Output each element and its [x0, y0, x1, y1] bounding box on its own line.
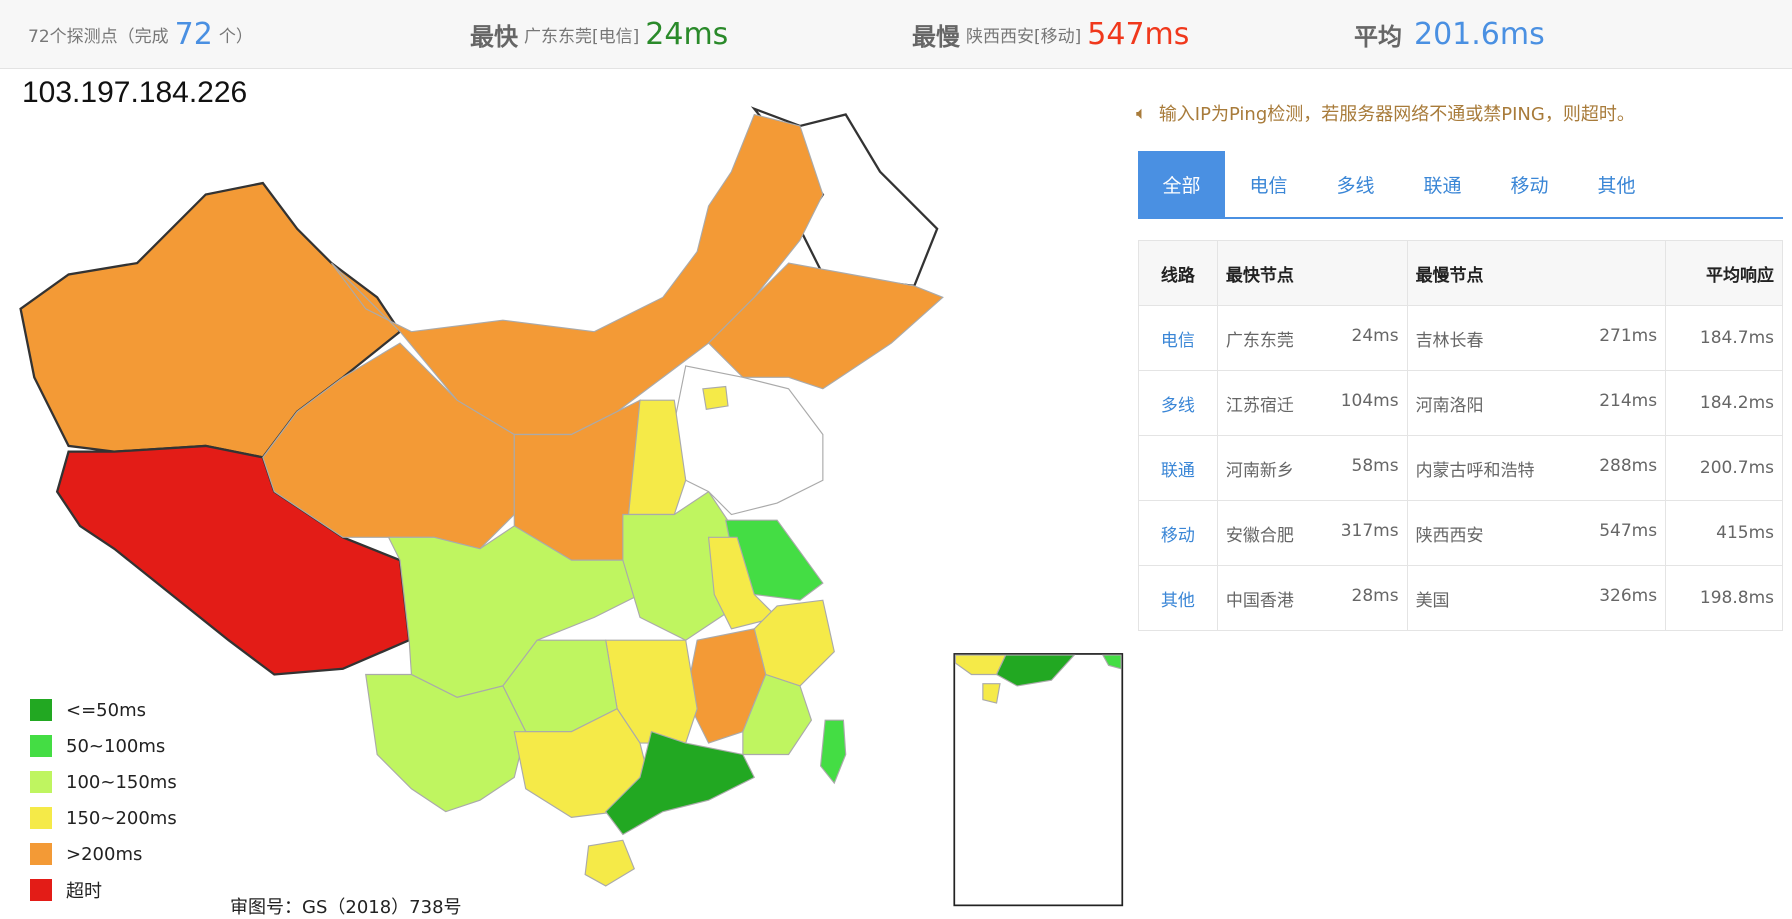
tab-all[interactable]: 全部 — [1138, 151, 1225, 217]
line-link[interactable]: 联通 — [1138, 435, 1218, 501]
legend-label: >200ms — [66, 843, 143, 865]
legend-label: 超时 — [66, 881, 102, 902]
average-cell: 200.7ms — [1665, 435, 1783, 501]
average-cell: 198.8ms — [1665, 565, 1783, 631]
slowest-ms: 214ms — [1599, 390, 1658, 411]
fastest-ms: 24ms — [1351, 325, 1399, 346]
fastest-node: 广东东莞 — [1225, 330, 1294, 351]
region-yunnan[interactable] — [365, 673, 527, 813]
legend-item: <=50ms — [30, 692, 177, 728]
fastest-node: 河南新乡 — [1225, 460, 1294, 481]
slowest-node: 美国 — [1415, 590, 1450, 611]
fastest-node: 安徽合肥 — [1225, 525, 1294, 546]
legend-swatch — [30, 879, 52, 901]
slowest-cell: 吉林长春 271ms — [1406, 305, 1667, 371]
fastest-ms: 104ms — [1340, 390, 1399, 411]
slowest-cell: 内蒙古呼和浩特 288ms — [1406, 435, 1667, 501]
slowest-stat: 最慢 陕西西安[移动] 547ms — [912, 16, 1190, 52]
tab-other[interactable]: 其他 — [1597, 174, 1636, 197]
region-jilin-liaoning[interactable] — [707, 262, 944, 390]
fastest-ms: 28ms — [1351, 585, 1399, 606]
average-cell: 184.7ms — [1665, 305, 1783, 371]
summary-bar: 72个探测点（完成 72 个） 最快 广东东莞[电信] 24ms 最慢 陕西西安… — [0, 0, 1792, 69]
map-approval-number: 审图号：GS（2018）738号 — [230, 897, 462, 918]
tab-multiline[interactable]: 多线 — [1336, 174, 1375, 197]
legend-label: <=50ms — [66, 699, 146, 721]
fastest-cell: 广东东莞 24ms — [1216, 305, 1408, 371]
fastest-ms: 317ms — [1340, 520, 1399, 541]
legend-item: 100~150ms — [30, 764, 177, 800]
probe-count: 72个探测点（完成 72 个） — [28, 16, 253, 52]
target-ip: 103.197.184.226 — [22, 76, 248, 109]
legend-item: 150~200ms — [30, 800, 177, 836]
legend-swatch — [30, 735, 52, 757]
legend-label: 150~200ms — [66, 807, 177, 829]
fastest-cell: 江苏宿迁 104ms — [1216, 370, 1408, 436]
region-hebei-shandong[interactable] — [673, 365, 824, 516]
average-cell: 184.2ms — [1665, 370, 1783, 436]
slowest-cell: 陕西西安 547ms — [1406, 500, 1667, 566]
region-guangdong[interactable] — [604, 730, 756, 836]
slowest-node: 内蒙古呼和浩特 — [1415, 460, 1535, 481]
tab-unicom[interactable]: 联通 — [1423, 174, 1462, 197]
region-tibet[interactable] — [55, 444, 411, 676]
region-fujian[interactable] — [742, 673, 813, 756]
south-china-sea-inset — [953, 653, 1124, 907]
line-link[interactable]: 电信 — [1138, 305, 1218, 371]
table-row: 移动 安徽合肥 317ms 陕西西安 547ms 415ms — [1138, 500, 1783, 566]
map-legend: <=50ms 50~100ms 100~150ms 150~200ms >200ms 超时 — [30, 692, 177, 908]
legend-swatch — [30, 843, 52, 865]
legend-item: >200ms — [30, 836, 177, 872]
fastest-ms: 58ms — [1351, 455, 1399, 476]
region-hainan[interactable] — [584, 839, 635, 887]
legend-item: 超时 — [30, 872, 177, 908]
slowest-ms: 547ms — [1599, 520, 1658, 541]
legend-swatch — [30, 771, 52, 793]
legend-label: 100~150ms — [66, 771, 177, 793]
region-sichuan[interactable] — [387, 525, 641, 698]
table-header: 线路 最快节点 最慢节点 平均响应 — [1138, 240, 1783, 306]
table-row: 其他 中国香港 28ms 美国 326ms 198.8ms — [1138, 565, 1783, 631]
fastest-cell: 安徽合肥 317ms — [1216, 500, 1408, 566]
slowest-ms: 271ms — [1599, 325, 1658, 346]
average-cell: 415ms — [1665, 500, 1783, 566]
slowest-ms: 288ms — [1599, 455, 1658, 476]
line-link[interactable]: 其他 — [1138, 565, 1218, 631]
line-link[interactable]: 多线 — [1138, 370, 1218, 436]
speaker-icon: 🔈︎ — [1136, 102, 1147, 124]
fastest-node: 江苏宿迁 — [1225, 395, 1294, 416]
region-taiwan[interactable] — [819, 719, 847, 785]
fastest-node: 中国香港 — [1225, 590, 1294, 611]
fastest-cell: 河南新乡 58ms — [1216, 435, 1408, 501]
region-beijing[interactable] — [702, 385, 729, 411]
line-link[interactable]: 移动 — [1138, 500, 1218, 566]
tab-mobile[interactable]: 移动 — [1510, 174, 1549, 197]
legend-label: 50~100ms — [66, 735, 166, 757]
fastest-cell: 中国香港 28ms — [1216, 565, 1408, 631]
slowest-node: 吉林长春 — [1415, 330, 1484, 351]
legend-swatch — [30, 807, 52, 829]
average-stat: 平均 201.6ms — [1354, 16, 1545, 52]
legend-item: 50~100ms — [30, 728, 177, 764]
results-table: 线路 最快节点 最慢节点 平均响应 电信 广东东莞 24ms 吉林长春 271ms … — [1138, 240, 1783, 631]
table-row: 电信 广东东莞 24ms 吉林长春 271ms 184.7ms — [1138, 305, 1783, 371]
slowest-ms: 326ms — [1599, 585, 1658, 606]
slowest-node: 河南洛阳 — [1415, 395, 1484, 416]
tab-telecom[interactable]: 电信 — [1249, 174, 1288, 197]
slowest-cell: 河南洛阳 214ms — [1406, 370, 1667, 436]
table-row: 联通 河南新乡 58ms 内蒙古呼和浩特 288ms 200.7ms — [1138, 435, 1783, 501]
slowest-cell: 美国 326ms — [1406, 565, 1667, 631]
table-row: 多线 江苏宿迁 104ms 河南洛阳 214ms 184.2ms — [1138, 370, 1783, 436]
line-tabs: 全部 电信 多线 联通 移动 其他 — [1138, 151, 1783, 219]
slowest-node: 陕西西安 — [1415, 525, 1484, 546]
fastest-stat: 最快 广东东莞[电信] 24ms — [470, 16, 729, 52]
ping-notice: 🔈︎ 输入IP为Ping检测，若服务器网络不通或禁PING，则超时。 — [1136, 102, 1635, 126]
legend-swatch — [30, 699, 52, 721]
